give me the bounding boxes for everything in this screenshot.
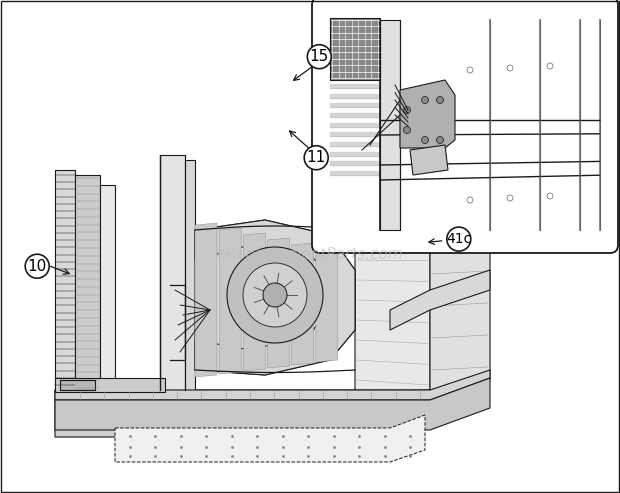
Polygon shape [55,355,430,402]
Polygon shape [55,378,490,430]
Polygon shape [195,223,217,377]
Circle shape [304,146,328,170]
Polygon shape [100,185,115,390]
Circle shape [436,137,443,143]
Polygon shape [316,248,338,362]
Polygon shape [115,415,425,462]
Polygon shape [55,378,165,392]
Text: eReplacementParts.com: eReplacementParts.com [216,247,404,262]
Circle shape [422,137,428,143]
Circle shape [547,63,553,69]
Polygon shape [243,233,265,371]
Polygon shape [430,170,490,390]
Polygon shape [410,145,448,175]
Circle shape [404,106,410,113]
Polygon shape [219,228,241,374]
Circle shape [308,45,331,69]
Polygon shape [55,170,75,390]
Polygon shape [355,195,430,390]
Text: 10: 10 [27,259,47,274]
Polygon shape [380,20,400,230]
Circle shape [507,195,513,201]
Circle shape [467,197,473,203]
Circle shape [263,283,287,307]
Polygon shape [195,220,355,375]
Circle shape [436,97,443,104]
Text: 15: 15 [309,49,329,64]
Circle shape [447,227,471,251]
Polygon shape [390,270,490,330]
Polygon shape [60,380,95,390]
Polygon shape [400,80,455,148]
Circle shape [547,193,553,199]
Text: 41c: 41c [446,232,471,246]
Polygon shape [185,160,195,390]
Polygon shape [55,365,430,437]
Circle shape [507,65,513,71]
Polygon shape [75,175,100,390]
Circle shape [227,247,323,343]
Circle shape [422,97,428,104]
FancyBboxPatch shape [312,0,618,253]
Circle shape [467,67,473,73]
Polygon shape [330,18,380,80]
Circle shape [25,254,49,278]
Text: 11: 11 [306,150,326,165]
Circle shape [404,127,410,134]
Polygon shape [267,238,290,368]
Circle shape [243,263,307,327]
Polygon shape [291,243,314,365]
Polygon shape [160,155,185,390]
Polygon shape [55,370,490,400]
Polygon shape [195,220,355,375]
